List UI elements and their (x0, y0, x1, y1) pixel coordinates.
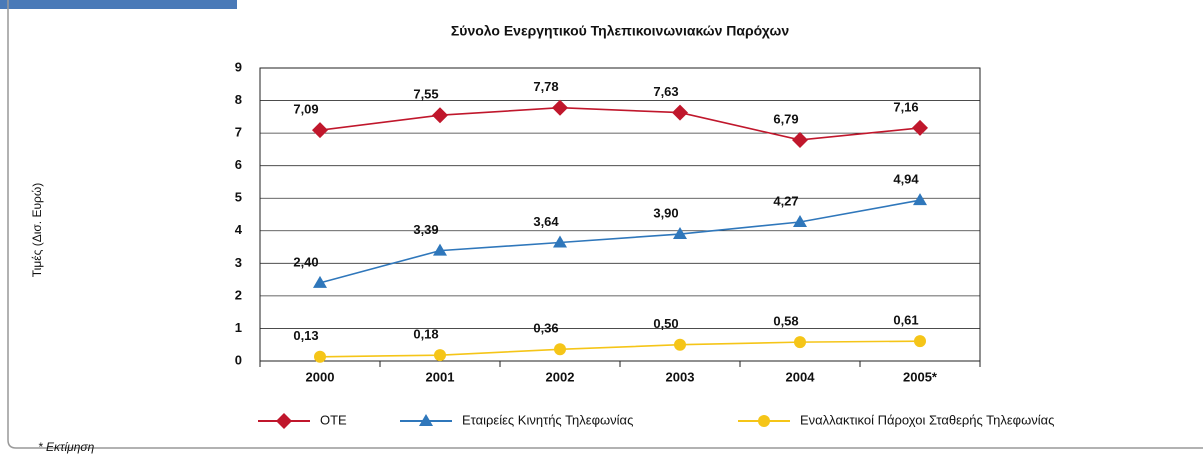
value-label: 4,94 (893, 172, 919, 187)
value-label: 0,50 (653, 316, 678, 331)
marker-triangle (673, 227, 687, 240)
y-axis-label: Τιμές (Δισ. Ευρώ) (30, 183, 44, 277)
x-tick-label: 2003 (666, 369, 695, 384)
plot-border (259, 67, 981, 362)
value-label: 3,39 (413, 222, 438, 237)
value-label: 2,40 (293, 254, 318, 269)
series-line (319, 199, 921, 284)
x-tick-label: 2001 (426, 369, 455, 384)
value-label: 0,13 (293, 328, 318, 343)
marker-circle (554, 343, 566, 356)
y-tick-label: 7 (235, 125, 242, 140)
marker-circle (434, 349, 446, 362)
y-tick-label: 5 (235, 190, 242, 205)
value-label: 0,58 (773, 314, 798, 329)
chart-title: Σύνολο Ενεργητικού Τηλεπικοινωνιακών Παρ… (451, 23, 789, 39)
x-tick-label: 2005* (903, 369, 938, 384)
marker-circle (674, 338, 686, 351)
value-label: 4,27 (773, 193, 798, 208)
value-label: 3,64 (533, 214, 559, 229)
header-tab (0, 0, 237, 9)
marker-diamond (432, 107, 448, 124)
marker-diamond (276, 413, 292, 429)
x-tick-label: 2002 (546, 369, 575, 384)
series-line (319, 106, 921, 141)
y-tick-label: 6 (235, 157, 242, 172)
marker-triangle (313, 275, 327, 288)
marker-diamond (672, 104, 688, 121)
value-label: 7,55 (413, 87, 438, 102)
marker-triangle (913, 193, 927, 206)
marker-circle (758, 415, 770, 427)
marker-triangle (419, 414, 433, 426)
y-tick-label: 4 (235, 222, 243, 237)
y-tick-label: 1 (235, 320, 242, 335)
footnote: * Εκτίμηση (38, 440, 95, 454)
marker-circle (314, 350, 326, 363)
x-tick-label: 2000 (306, 369, 335, 384)
y-tick-label: 3 (235, 255, 242, 270)
marker-diamond (312, 122, 328, 139)
value-label: 7,78 (533, 79, 558, 94)
value-label: 7,16 (893, 99, 918, 114)
y-tick-label: 0 (235, 352, 242, 367)
marker-triangle (553, 235, 567, 248)
marker-circle (914, 335, 926, 348)
value-label: 6,79 (773, 111, 798, 126)
value-label: 7,09 (293, 102, 318, 117)
marker-triangle (433, 243, 447, 256)
value-label: 0,61 (893, 313, 918, 328)
series-line (319, 340, 921, 358)
marker-diamond (912, 119, 928, 136)
legend-label: ΟΤΕ (320, 412, 347, 427)
value-label: 0,36 (533, 321, 558, 336)
value-label: 7,63 (653, 84, 678, 99)
y-tick-label: 2 (235, 287, 242, 302)
marker-circle (794, 336, 806, 349)
x-tick-label: 2004 (786, 369, 816, 384)
y-tick-label: 9 (235, 59, 242, 74)
value-label: 0,18 (413, 327, 438, 342)
legend-label: Εναλλακτικοί Πάροχοι Σταθερής Τηλεφωνίας (800, 412, 1054, 427)
marker-triangle (793, 214, 807, 227)
marker-diamond (792, 131, 808, 148)
y-tick-label: 8 (235, 92, 242, 107)
legend-label: Εταιρείες Κινητής Τηλεφωνίας (462, 412, 633, 427)
value-label: 3,90 (653, 205, 678, 220)
marker-diamond (552, 99, 568, 116)
frame (7, 0, 1203, 449)
